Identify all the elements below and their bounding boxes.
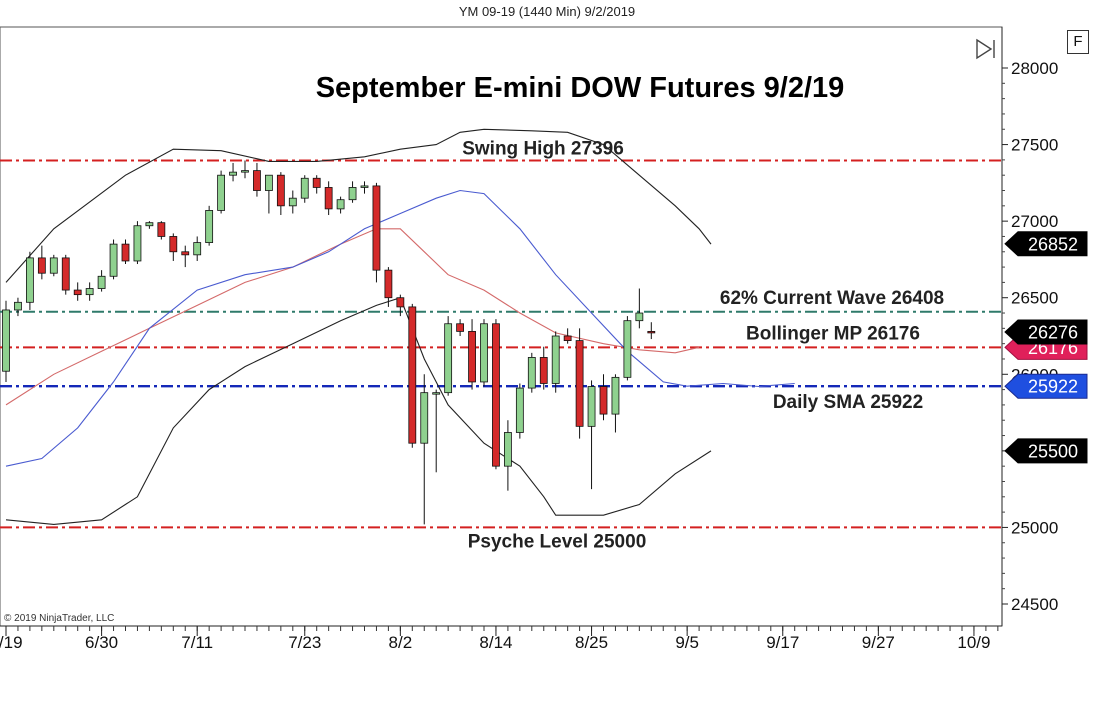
- y-tick-label: 27000: [1011, 212, 1058, 231]
- candle-body: [145, 222, 154, 227]
- x-tick-label: 6/19: [0, 633, 23, 652]
- f-button[interactable]: F: [1067, 30, 1089, 54]
- candle-body: [37, 257, 46, 274]
- x-tick-label: 9/5: [675, 633, 699, 652]
- candle-body: [25, 257, 34, 303]
- candle-body: [169, 236, 178, 253]
- x-tick-label: 8/14: [479, 633, 512, 652]
- candle-body: [503, 432, 512, 467]
- candle-body: [360, 185, 369, 188]
- candle-body: [480, 323, 488, 383]
- x-tick-label: 7/11: [181, 633, 213, 652]
- price-marker-badge: [1004, 438, 1088, 464]
- level-label: Daily SMA 25922: [773, 392, 923, 413]
- candle-body: [264, 174, 273, 191]
- candle-body: [2, 309, 10, 372]
- price-marker-label: 25500: [1028, 441, 1078, 461]
- x-tick-label: 9/17: [766, 633, 799, 652]
- candle-body: [599, 386, 608, 415]
- candle-body: [109, 243, 118, 277]
- bollinger-upper-band: [5, 128, 712, 283]
- candle-body: [276, 174, 285, 207]
- candle-body: [241, 170, 249, 173]
- candle-body: [181, 251, 190, 256]
- candle-body: [492, 323, 500, 467]
- level-label: 62% Current Wave 26408: [720, 288, 944, 309]
- candle-body: [647, 331, 656, 334]
- level-label: Swing High 27396: [462, 138, 624, 159]
- candle-body: [408, 306, 417, 444]
- candle-body: [563, 335, 572, 341]
- y-tick-label: 25000: [1011, 518, 1058, 537]
- candle-body: [575, 340, 584, 427]
- candle-body: [515, 387, 524, 433]
- x-tick-label: 9/27: [862, 633, 895, 652]
- plot-area: [0, 26, 1003, 627]
- candle-body: [348, 187, 357, 201]
- price-marker: 25922: [1004, 373, 1088, 399]
- candle-body: [73, 289, 82, 296]
- price-marker-label: 26852: [1028, 234, 1078, 254]
- price-marker-label: 26276: [1028, 323, 1078, 343]
- candle-body: [623, 320, 632, 378]
- candle-body: [300, 177, 309, 199]
- candle-body: [217, 174, 226, 211]
- x-tick-label: 8/2: [389, 633, 413, 652]
- candle-body: [85, 288, 94, 296]
- y-tick-label: 26500: [1011, 289, 1058, 308]
- price-marker-label: 25922: [1028, 377, 1078, 397]
- level-label: Bollinger MP 26176: [746, 323, 920, 344]
- candle-body: [253, 170, 261, 191]
- x-tick-label: 10/9: [957, 633, 990, 652]
- play-icon[interactable]: [976, 38, 995, 60]
- x-tick-label: 7/23: [288, 633, 321, 652]
- candle-body: [205, 210, 214, 243]
- y-tick-label: 28000: [1011, 59, 1058, 78]
- candle-body: [527, 357, 536, 389]
- candle-body: [372, 185, 381, 271]
- chart-header-title: YM 09-19 (1440 Min) 9/2/2019: [458, 4, 636, 19]
- price-marker-badge: [1004, 231, 1088, 257]
- y-tick-label: 24500: [1011, 595, 1058, 614]
- candle-body: [157, 222, 166, 237]
- copyright-text: © 2019 NinjaTrader, LLC: [4, 613, 114, 624]
- candle-body: [539, 357, 548, 384]
- chart-title: September E-mini DOW Futures 9/2/19: [316, 72, 845, 104]
- candle-body: [444, 323, 453, 394]
- price-marker-badge: [1004, 373, 1088, 399]
- y-tick-label: 27500: [1011, 136, 1058, 155]
- candle-body: [432, 392, 441, 395]
- sma-line: [5, 189, 795, 467]
- candle-body: [420, 392, 429, 444]
- candle-body: [121, 243, 130, 262]
- price-marker: 26276: [1004, 319, 1088, 345]
- candle-body: [456, 323, 465, 332]
- candle-body: [468, 331, 476, 383]
- candle-body: [635, 312, 644, 322]
- price-marker: 26852: [1004, 231, 1088, 257]
- candle-body: [61, 257, 70, 291]
- candle-body: [97, 275, 106, 289]
- candle-body: [587, 386, 596, 427]
- candle-body: [133, 225, 142, 262]
- price-marker-badge: [1004, 319, 1088, 345]
- x-tick-label: 8/25: [575, 633, 608, 652]
- candle-body: [396, 297, 405, 308]
- candle-body: [193, 242, 202, 256]
- candle-body: [49, 257, 58, 274]
- price-marker: 25500: [1004, 438, 1088, 464]
- candle-body: [312, 177, 321, 188]
- candle-body: [229, 171, 237, 176]
- candle-body: [324, 187, 333, 210]
- candle-body: [611, 376, 620, 415]
- candle-body: [384, 269, 393, 299]
- candle-body: [551, 335, 560, 384]
- candle-body: [288, 197, 297, 207]
- candle-body: [14, 301, 22, 311]
- candle-body: [336, 199, 345, 210]
- level-label: Psyche Level 25000: [468, 531, 647, 552]
- x-tick-label: 6/30: [85, 633, 118, 652]
